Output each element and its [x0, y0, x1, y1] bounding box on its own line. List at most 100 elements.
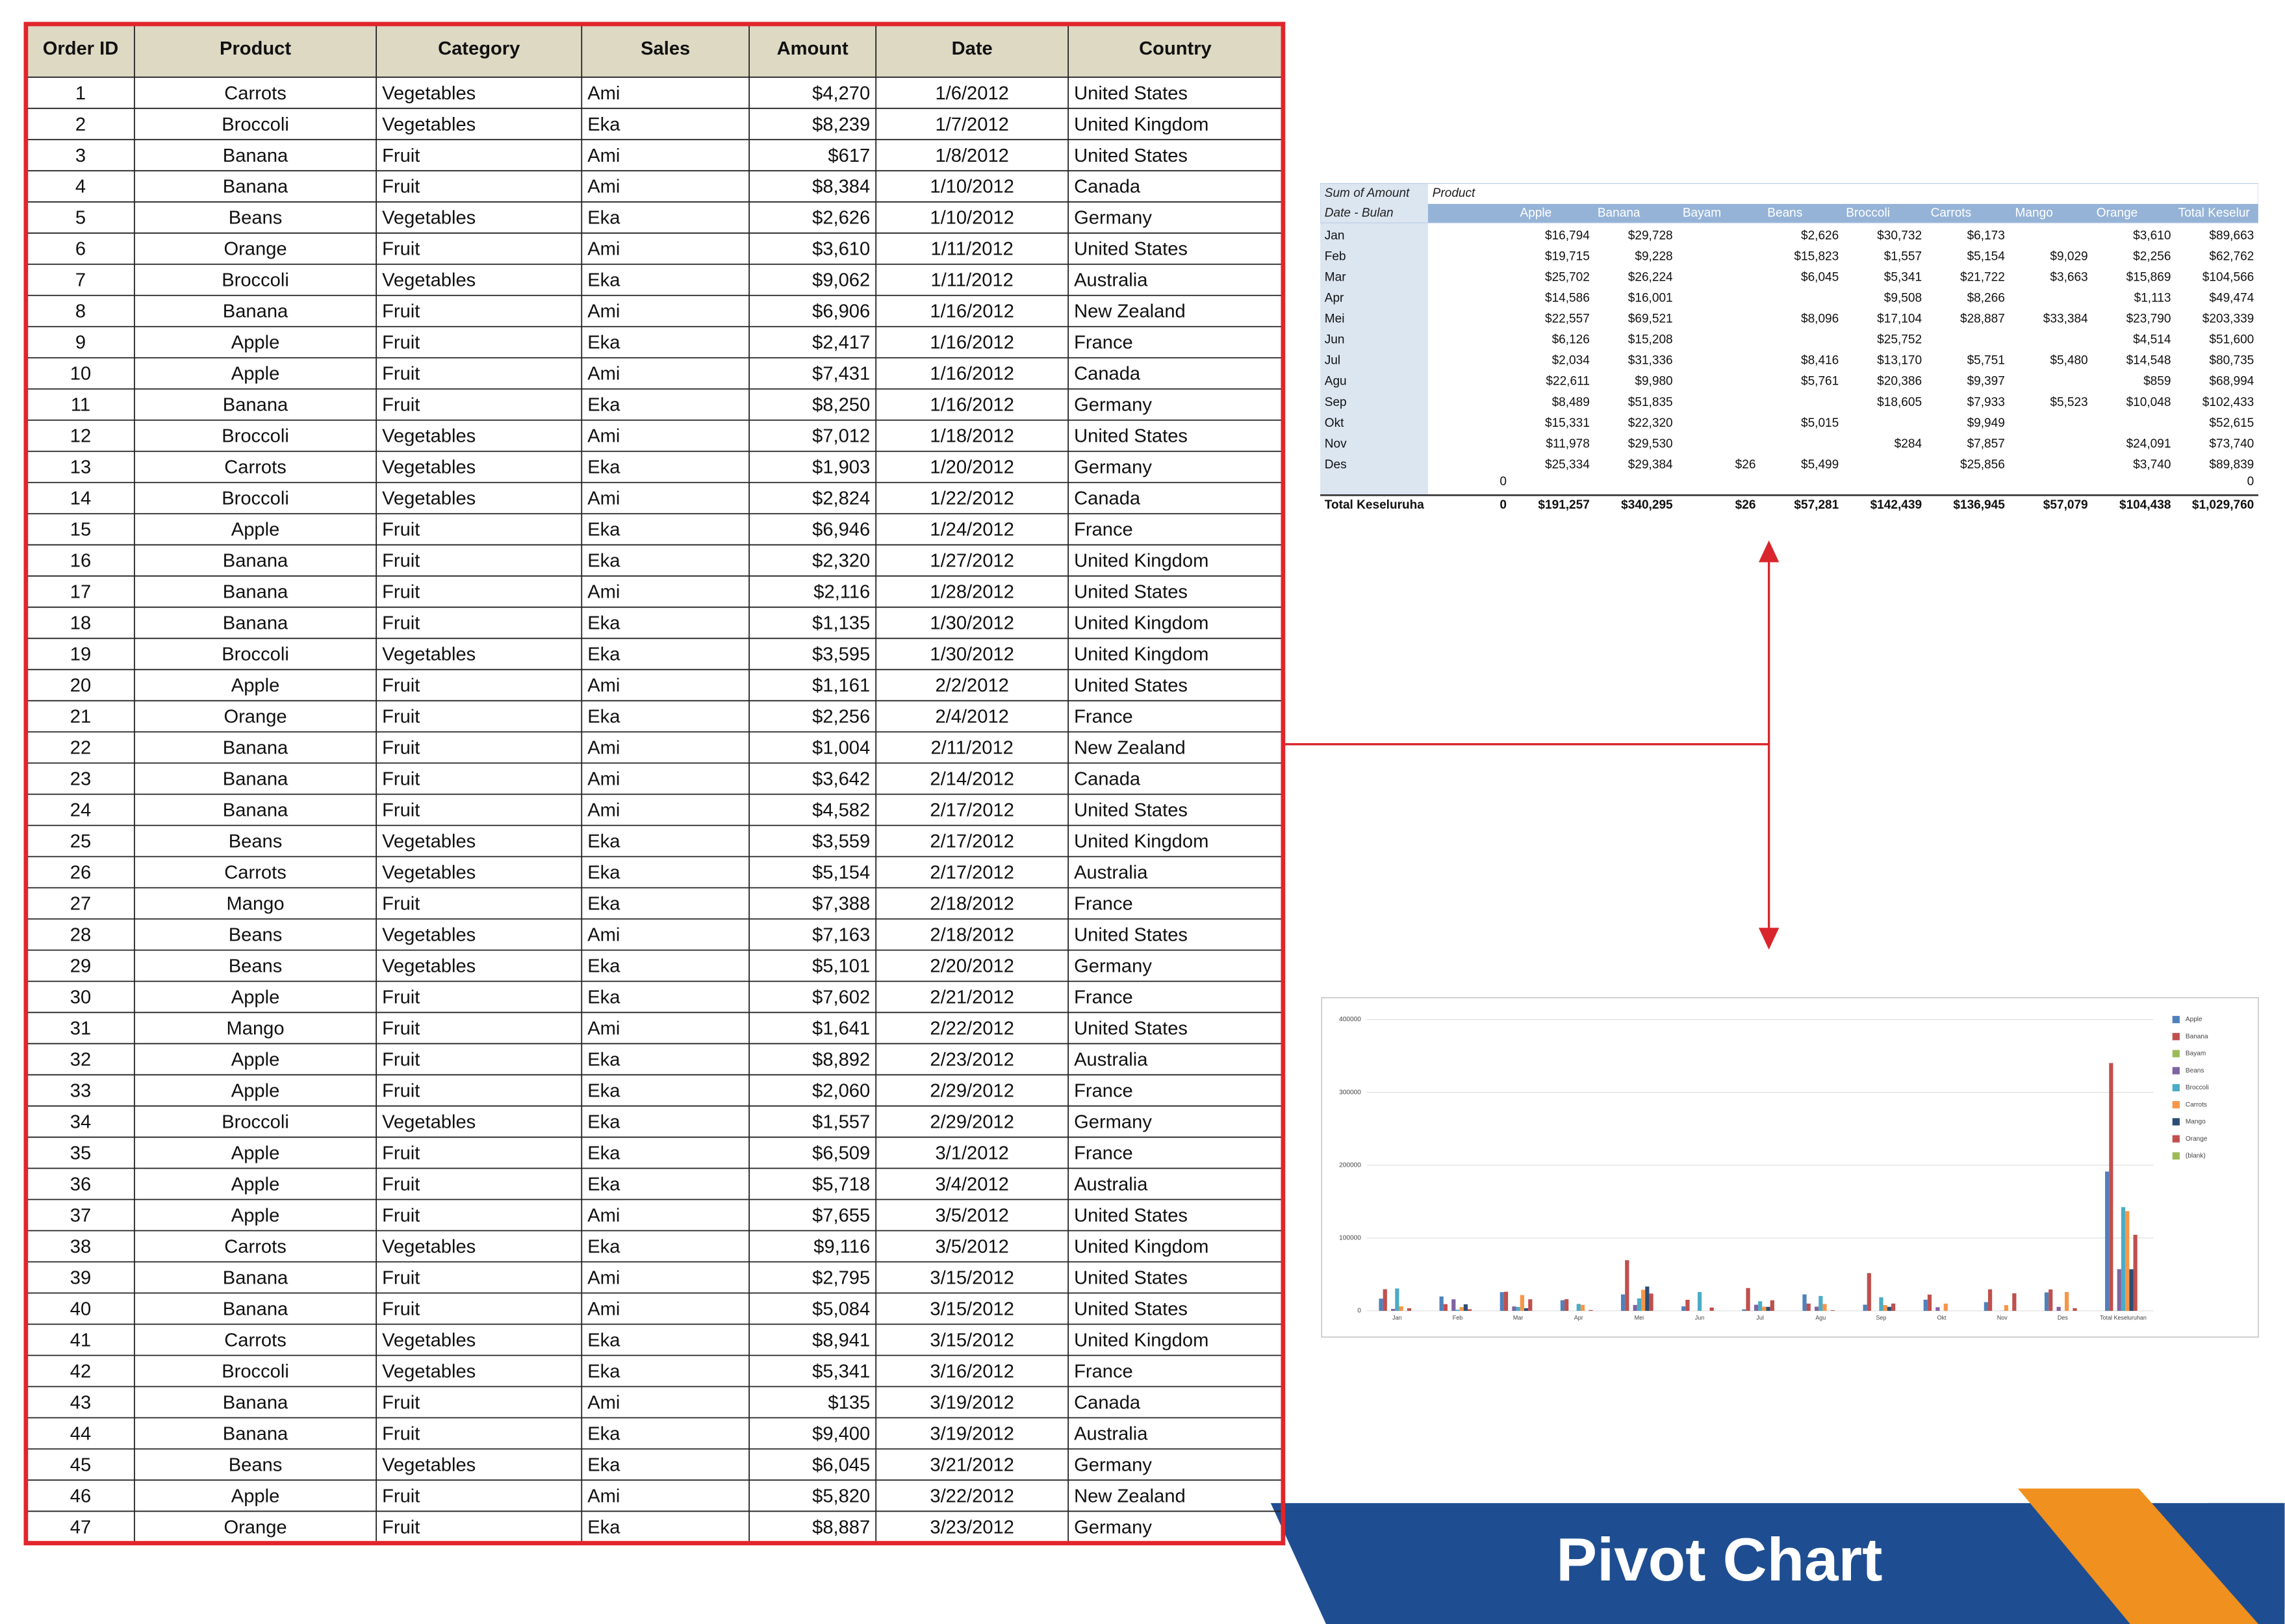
pivot-cell: $859	[2143, 375, 2171, 388]
column-header: Date	[952, 38, 993, 59]
pivot-cell: $5,154	[1967, 249, 2006, 263]
table-cell: Carrots	[224, 863, 286, 883]
table-cell: Carrots	[224, 1236, 286, 1257]
bar	[1383, 1289, 1387, 1311]
table-header-bg	[27, 25, 1283, 77]
pivot-cell: $5,761	[1801, 375, 1839, 388]
table-cell: 32	[70, 1050, 91, 1071]
table-cell: 2/11/2012	[930, 738, 1013, 759]
pivot-label-bg	[1320, 183, 1428, 496]
table-cell: Eka	[587, 894, 620, 915]
pivot-row-label: Sep	[1325, 396, 1347, 409]
pivot-cell: 0	[2247, 475, 2254, 488]
pivot-total-cell: $136,945	[1953, 498, 2005, 512]
table-cell: 3/23/2012	[930, 1517, 1014, 1538]
pivot-cell: $102,433	[2202, 396, 2254, 409]
table-cell: 45	[70, 1454, 91, 1475]
table-cell: United States	[1074, 582, 1188, 603]
table-cell: 2/17/2012	[930, 831, 1014, 852]
pivot-cell: $26,224	[1628, 270, 1673, 284]
table-cell: Vegetables	[382, 208, 476, 229]
table-cell: Mango	[226, 894, 284, 915]
pivot-total-cell: $340,295	[1621, 498, 1673, 512]
x-tick-label: Okt	[1937, 1315, 1947, 1321]
table-cell: Fruit	[382, 364, 420, 385]
table-cell: Ami	[587, 676, 620, 696]
pivot-cell: $1,113	[2134, 291, 2171, 305]
table-cell: Banana	[223, 800, 288, 821]
pivot-cell: $7,933	[1967, 396, 2005, 409]
pivot-cell: $52,615	[2209, 416, 2254, 430]
table-cell: $8,239	[812, 114, 870, 135]
y-tick-label: 400000	[1339, 1016, 1361, 1023]
table-cell: $7,431	[812, 364, 870, 385]
table-cell: Vegetables	[382, 1454, 476, 1475]
bar	[2129, 1269, 2134, 1311]
bar	[1819, 1296, 1823, 1311]
table-cell: Fruit	[382, 613, 420, 634]
pivot-row-label: Jul	[1325, 354, 1340, 368]
table-cell: $9,400	[812, 1423, 870, 1444]
table-cell: 3/15/2012	[930, 1299, 1014, 1319]
table-cell: Fruit	[382, 769, 420, 790]
legend-swatch	[2172, 1067, 2180, 1074]
table-cell: New Zealand	[1074, 1486, 1186, 1506]
pivot-cell: $20,386	[1877, 375, 1922, 388]
pivot-total-cell: $191,257	[1538, 498, 1589, 512]
pivot-cell: $6,173	[1967, 229, 2005, 242]
y-tick-label: 0	[1357, 1308, 1361, 1315]
pivot-header-bg	[1320, 183, 2258, 223]
table-cell: 28	[70, 925, 91, 946]
table-cell: Broccoli	[222, 114, 289, 135]
table-cell: 3/5/2012	[935, 1236, 1008, 1257]
table-cell: 4	[75, 177, 86, 197]
table-cell: Banana	[223, 146, 288, 166]
bar	[1576, 1304, 1581, 1311]
table-cell: Eka	[587, 1174, 620, 1195]
column-header: Product	[220, 38, 291, 59]
table-cell: Ami	[587, 239, 620, 260]
pivot-cell: $1,557	[1884, 249, 1922, 263]
table-cell: 2/23/2012	[930, 1050, 1014, 1071]
pivot-column-header: Carrots	[1931, 207, 1971, 220]
pivot-total-cell: $57,281	[1794, 498, 1839, 512]
bar	[1891, 1303, 1896, 1311]
table-cell: Apple	[231, 364, 280, 385]
table-cell: Carrots	[224, 457, 286, 478]
table-cell: Banana	[223, 1423, 288, 1444]
bar	[2049, 1289, 2053, 1311]
table-cell: $9,116	[813, 1236, 870, 1257]
bar	[1468, 1309, 1472, 1311]
pivot-cell: $5,480	[2050, 354, 2087, 368]
table-cell: Ami	[587, 769, 620, 790]
bar	[1516, 1306, 1520, 1311]
bar	[1943, 1303, 1948, 1311]
legend-label: Apple	[2186, 1016, 2202, 1023]
table-cell: United States	[1074, 1019, 1188, 1039]
pivot-cell: 0	[1500, 475, 1507, 488]
pivot-row-label: Jun	[1325, 333, 1345, 347]
pivot-cell: $8,489	[1552, 396, 1590, 409]
table-cell: Australia	[1074, 863, 1148, 883]
table-cell: 2/2/2012	[935, 676, 1008, 696]
pivot-total-cell: $1,029,760	[2192, 498, 2254, 512]
legend-label: Beans	[2186, 1067, 2204, 1074]
table-cell: 21	[70, 707, 91, 728]
x-tick-label: Mar	[1513, 1315, 1523, 1321]
arrow-head	[1758, 928, 1780, 950]
table-cell: Germany	[1074, 1517, 1152, 1538]
table-cell: 1/11/2012	[930, 270, 1013, 291]
legend-label: Banana	[2186, 1033, 2208, 1040]
bar	[1500, 1292, 1504, 1311]
table-cell: $3,610	[812, 239, 870, 260]
y-tick-label: 200000	[1339, 1161, 1361, 1169]
bar	[2125, 1211, 2130, 1311]
table-cell: 38	[70, 1236, 91, 1257]
table-cell: 2/17/2012	[930, 863, 1014, 883]
column-header: Order ID	[43, 38, 119, 59]
table-cell: $1,004	[812, 738, 870, 759]
pivot-cell: $15,331	[1545, 416, 1590, 430]
table-cell: $2,060	[812, 1081, 870, 1102]
pivot-column-header: Mango	[2015, 207, 2053, 220]
table-cell: United Kingdom	[1074, 1330, 1208, 1351]
